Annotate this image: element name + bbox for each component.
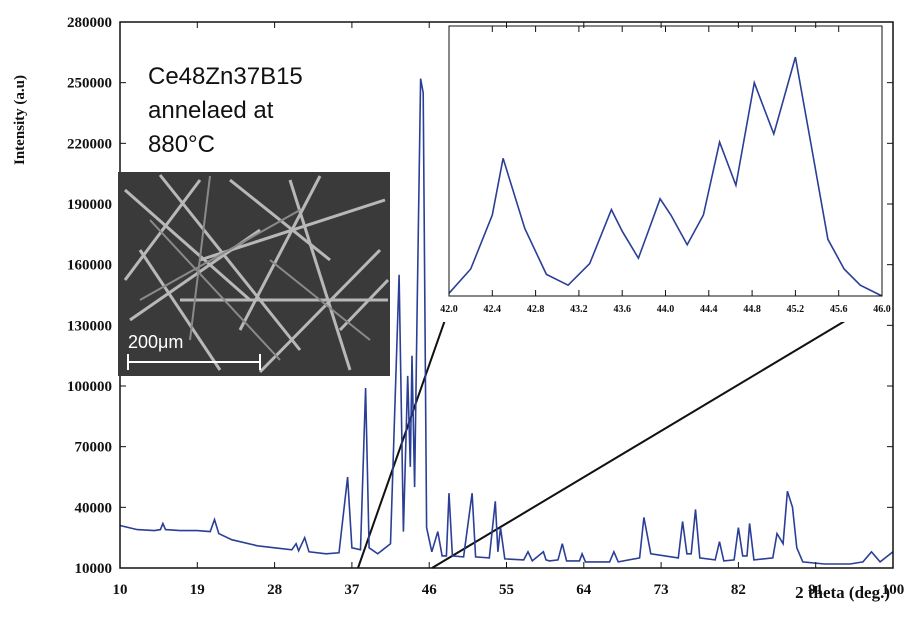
y-tick-label: 70000 — [75, 440, 113, 456]
zoom-connector — [357, 299, 453, 569]
x-tick-label: 46 — [422, 582, 438, 598]
x-tick-label: 42.0 — [440, 304, 458, 315]
x-tick-label: 64 — [576, 582, 592, 598]
data-line — [448, 56, 883, 297]
x-tick-label: 43.6 — [613, 304, 631, 315]
x-tick-label: 44.4 — [700, 304, 718, 315]
data-line — [119, 78, 894, 565]
x-tick-label: 91 — [808, 582, 823, 598]
y-tick-label: 250000 — [67, 76, 112, 92]
annotation: 880°C — [148, 131, 215, 158]
y-tick-label: 10000 — [75, 561, 113, 577]
x-tick-label: 45.2 — [787, 304, 805, 315]
x-tick-label: 46.0 — [873, 304, 891, 315]
y-tick-label: 190000 — [67, 197, 112, 213]
x-tick-label: 44.8 — [743, 304, 761, 315]
x-tick-label: 82 — [731, 582, 746, 598]
zoom-connector — [431, 299, 881, 569]
y-tick-label: 130000 — [67, 318, 112, 334]
y-tick-label: 280000 — [67, 15, 112, 31]
x-tick-label: 42.8 — [527, 304, 545, 315]
x-tick-label: 10 — [113, 582, 128, 598]
scale-bar-label: 200μm — [128, 332, 183, 352]
y-tick-label: 100000 — [67, 379, 112, 395]
y-axis-label: Intensity (a.u) — [12, 75, 28, 165]
x-axis-label: 2 theta (deg.) — [795, 583, 890, 602]
x-tick-label: 19 — [190, 582, 205, 598]
x-tick-label: 73 — [654, 582, 669, 598]
x-tick-label: 43.2 — [570, 304, 588, 315]
x-tick-label: 100 — [882, 582, 905, 598]
annotation: annelaed at — [148, 97, 274, 124]
y-tick-label: 40000 — [75, 500, 113, 516]
x-tick-label: 37 — [344, 582, 360, 598]
x-tick-label: 28 — [267, 582, 282, 598]
annotation: Ce48Zn37B15 — [148, 63, 303, 90]
x-tick-label: 45.6 — [830, 304, 848, 315]
x-tick-label: 42.4 — [484, 304, 502, 315]
x-tick-label: 55 — [499, 582, 514, 598]
sem-image — [118, 172, 390, 376]
x-tick-label: 44.0 — [657, 304, 675, 315]
y-tick-label: 160000 — [67, 258, 112, 274]
y-tick-label: 220000 — [67, 136, 112, 152]
